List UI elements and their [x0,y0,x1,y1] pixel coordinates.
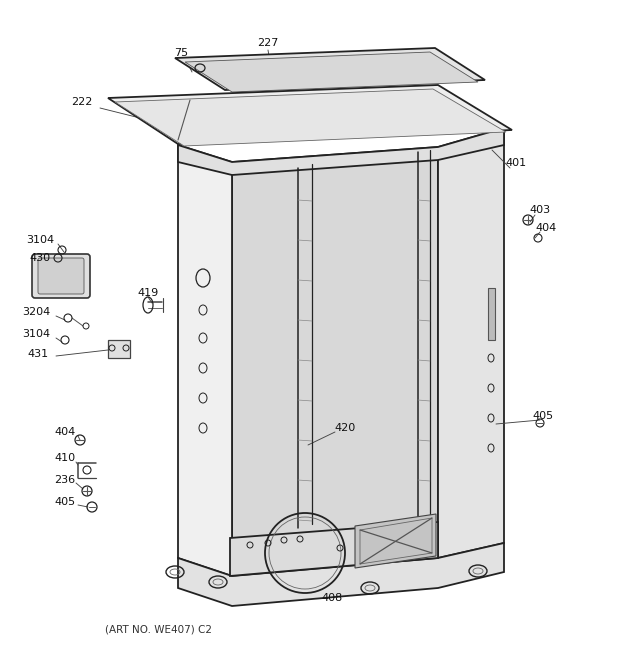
Text: 403: 403 [529,205,551,215]
Text: 222: 222 [71,97,92,107]
Text: 236: 236 [55,475,76,485]
Polygon shape [108,85,512,144]
Text: 405: 405 [55,497,76,507]
Polygon shape [178,128,504,175]
Text: 3104: 3104 [26,235,54,245]
Polygon shape [178,145,232,576]
Polygon shape [108,340,130,358]
FancyBboxPatch shape [38,258,84,294]
Text: 404: 404 [55,427,76,437]
Text: 430: 430 [29,253,51,263]
Text: 419: 419 [138,288,159,298]
Text: 3104: 3104 [22,329,50,339]
Text: 227: 227 [257,38,278,48]
Text: 420: 420 [334,423,356,433]
Text: 404: 404 [536,223,557,233]
Polygon shape [178,543,504,606]
Polygon shape [185,52,478,92]
Polygon shape [438,128,504,558]
Polygon shape [115,89,506,146]
Text: 405: 405 [533,411,554,421]
Polygon shape [230,522,438,576]
Text: 408: 408 [321,593,343,603]
FancyBboxPatch shape [32,254,90,298]
Text: 431: 431 [27,349,48,359]
Text: 3204: 3204 [22,307,50,317]
Text: 410: 410 [55,453,76,463]
Polygon shape [355,514,436,568]
Text: (ART NO. WE407) C2: (ART NO. WE407) C2 [105,625,212,635]
Polygon shape [175,48,485,90]
Polygon shape [232,147,438,576]
Bar [488,288,495,340]
Text: 401: 401 [505,158,526,168]
Text: 75: 75 [174,48,188,58]
Text: eReplacementParts.com: eReplacementParts.com [234,329,386,342]
